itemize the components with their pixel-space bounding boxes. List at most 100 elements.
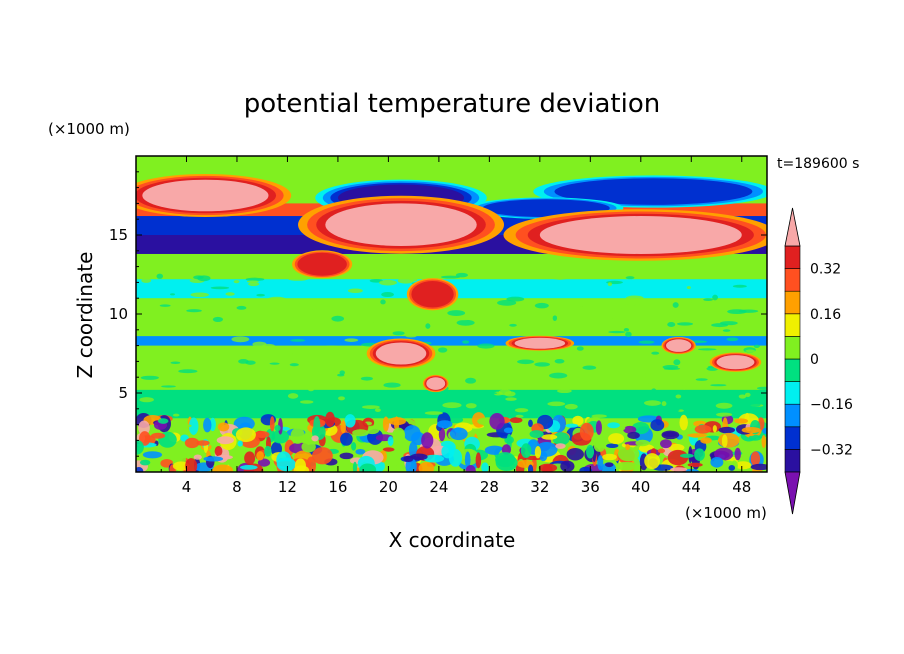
field-speckle xyxy=(607,317,613,322)
turbulence-cell xyxy=(481,462,489,472)
x-tick-label: 28 xyxy=(480,478,499,496)
field-speckle xyxy=(692,375,706,378)
turbulence-cell xyxy=(717,432,740,448)
colorbar-box xyxy=(784,358,801,382)
field-speckle xyxy=(381,292,394,298)
turbulence-cell xyxy=(142,451,163,459)
field-speckle xyxy=(651,351,660,355)
turbulence-cell xyxy=(528,419,533,428)
field-speckle xyxy=(338,396,345,401)
field-speckle xyxy=(692,352,702,356)
field-speckle xyxy=(380,299,386,305)
field-speckle xyxy=(690,401,711,408)
colorbar-tick-label: −0.16 xyxy=(810,397,853,413)
turbulence-cell xyxy=(761,435,766,449)
field-speckle xyxy=(456,319,475,326)
turbulence-cell xyxy=(503,427,514,434)
field-speckle xyxy=(716,412,733,417)
x-tick-label: 8 xyxy=(232,478,242,496)
turbulence-cell xyxy=(475,452,482,469)
turbulence-cell xyxy=(541,434,558,440)
field-speckle xyxy=(550,391,567,397)
turbulence-cell xyxy=(410,453,428,461)
field-speckle xyxy=(182,375,200,378)
field-layer-band xyxy=(136,336,767,347)
turbulence-cell xyxy=(625,444,630,451)
turbulence-cell xyxy=(572,415,584,426)
colorbar-tick-label: 0 xyxy=(810,352,819,368)
field-speckle xyxy=(253,273,270,279)
turbulence-cell xyxy=(244,451,256,465)
turbulence-cell xyxy=(593,440,606,452)
field-speckle xyxy=(608,330,626,334)
turbulence-cell xyxy=(635,439,650,447)
colorbar-box xyxy=(784,336,801,360)
field-speckle xyxy=(497,299,517,306)
turbulence-cell xyxy=(718,426,736,434)
x-unit-label: (×1000 m) xyxy=(685,504,767,522)
turbulence-cell xyxy=(762,427,767,435)
turbulence-cell xyxy=(312,447,333,465)
turbulence-cell xyxy=(449,427,468,441)
x-tick-label: 32 xyxy=(530,478,549,496)
field-speckle xyxy=(136,311,146,315)
colorbar-box xyxy=(784,290,801,315)
field-speckle xyxy=(246,280,259,283)
turbulence-cell xyxy=(489,412,505,430)
field-speckle xyxy=(186,309,202,313)
field-speckle xyxy=(288,277,308,281)
field-speckle xyxy=(159,304,171,307)
turbulence-cell xyxy=(608,433,625,445)
field-speckle xyxy=(695,378,708,381)
turbulence-cell xyxy=(604,462,614,468)
field-speckle xyxy=(703,298,714,302)
turbulence-cell xyxy=(351,442,357,451)
turbulence-cell xyxy=(565,423,579,428)
turbulence-cell xyxy=(644,453,661,470)
field-speckle xyxy=(213,398,232,404)
turbulence-cell xyxy=(185,458,198,472)
warm-patch xyxy=(413,282,452,307)
field-speckle xyxy=(424,411,443,415)
x-tick-label: 12 xyxy=(278,478,297,496)
field-speckle xyxy=(577,301,587,307)
field-speckle xyxy=(141,278,152,283)
x-tick-label: 48 xyxy=(732,478,751,496)
field-speckle xyxy=(339,330,348,335)
field-speckle xyxy=(667,321,676,327)
turbulence-cell xyxy=(542,464,553,472)
cold-patch xyxy=(565,179,742,204)
turbulence-cell xyxy=(539,451,548,462)
turbulence-cell xyxy=(650,419,665,432)
x-axis-label: X coordinate xyxy=(389,528,516,552)
turbulence-cell xyxy=(595,420,602,435)
field-speckle xyxy=(476,403,492,409)
field-speckle xyxy=(233,280,240,284)
turbulence-cell xyxy=(423,454,445,463)
field-speckle xyxy=(534,302,549,309)
colorbar-top-arrow xyxy=(784,207,801,247)
colorbar-bottom-arrow xyxy=(784,471,801,515)
turbulence-cell xyxy=(355,448,366,455)
field-speckle xyxy=(161,385,176,388)
turbulence-cell xyxy=(203,456,224,462)
turbulence-cell xyxy=(670,467,688,472)
turbulence-cell xyxy=(657,448,666,454)
field-speckle xyxy=(607,282,613,287)
turbulence-cell xyxy=(465,464,476,472)
field-speckle xyxy=(344,338,359,342)
warm-patch xyxy=(325,203,477,247)
turbulence-cell xyxy=(741,426,761,434)
field-speckle xyxy=(731,298,741,301)
turbulence-cell xyxy=(667,449,689,466)
x-tick-label: 20 xyxy=(379,478,398,496)
turbulence-cell xyxy=(694,448,705,462)
field-speckle xyxy=(291,312,299,318)
field-speckle xyxy=(264,322,285,326)
turbulence-cell xyxy=(734,461,752,470)
field-speckle xyxy=(287,393,299,399)
field-speckle xyxy=(236,305,247,310)
turbulence-cell xyxy=(365,425,380,435)
y-tick-label: 10 xyxy=(109,305,128,323)
